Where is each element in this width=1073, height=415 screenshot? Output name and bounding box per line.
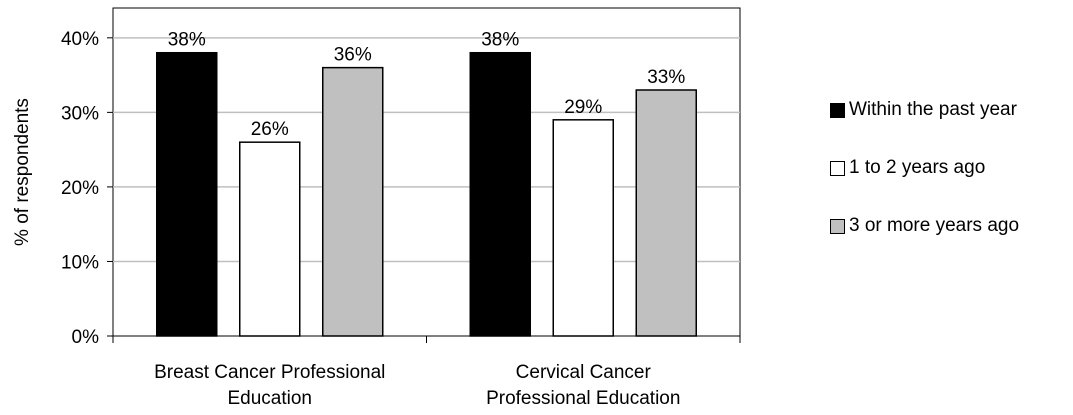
x-tick-label: Breast Cancer Professional [154,362,385,383]
y-tick-label: 20% [61,178,99,199]
x-tick-label: Professional Education [486,388,680,409]
legend-item-3-or-more-years: 3 or more years ago [830,215,1070,236]
data-label: 29% [564,97,602,118]
data-label: 38% [168,30,206,51]
data-label: 38% [481,30,519,51]
legend-label: 1 to 2 years ago [849,157,986,178]
y-tick-label: 0% [72,327,100,348]
bar [239,141,301,337]
y-tick-label: 40% [61,29,99,50]
y-tick-label: 10% [61,252,99,273]
data-label: 33% [647,67,685,88]
bar [156,51,218,337]
x-tick-label: Cervical Cancer [516,362,652,383]
data-label: 36% [334,45,372,66]
x-tick-label: Education [227,388,312,409]
bar [322,66,384,337]
data-label: 26% [251,119,289,140]
bar [552,119,614,337]
y-axis-label: % of respondents [12,98,33,246]
legend-swatch [830,218,845,234]
legend-swatch [830,102,845,118]
y-tick-label: 30% [61,103,99,124]
legend-swatch [830,160,845,176]
legend-label: 3 or more years ago [849,215,1020,236]
legend-label: Within the past year [849,99,1017,120]
bar [469,51,531,337]
legend-item-1-to-2-years: 1 to 2 years ago [830,157,1070,178]
bar [635,89,697,337]
legend: Within the past year 1 to 2 years ago 3 … [830,99,1070,274]
legend-item-within-past-year: Within the past year [830,99,1070,120]
